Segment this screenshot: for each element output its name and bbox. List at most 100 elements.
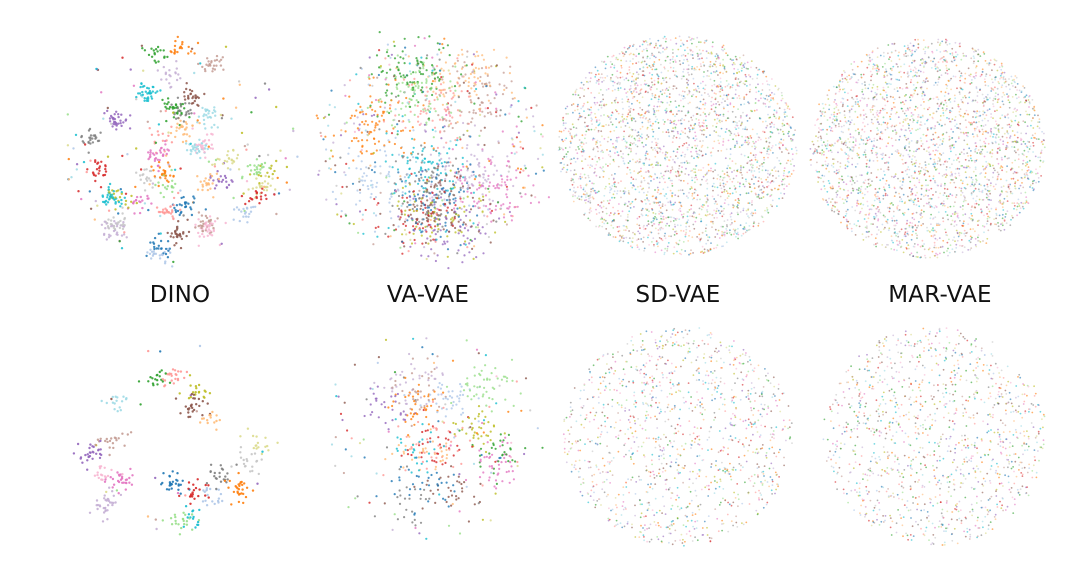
scatter-point [609, 78, 612, 81]
scatter-point [205, 114, 208, 117]
scatter-point [750, 190, 753, 193]
scatter-point [385, 132, 388, 135]
scatter-point [201, 140, 205, 143]
scatter-point [204, 177, 207, 180]
scatter-point [694, 131, 696, 134]
scatter-point [203, 68, 207, 71]
scatter-point [458, 109, 461, 112]
scatter-point [470, 87, 473, 90]
scatter-point [699, 129, 702, 131]
scatter-point [575, 134, 578, 137]
scatter-point [476, 158, 479, 161]
scatter-point [604, 67, 607, 70]
scatter-point [758, 184, 761, 187]
scatter-point [637, 77, 639, 79]
scatter-point [135, 147, 138, 150]
scatter-point [208, 215, 212, 218]
scatter-point [209, 187, 212, 190]
scatter-point [605, 207, 608, 210]
scatter-point [225, 186, 229, 189]
scatter-point [714, 236, 717, 238]
scatter-point [664, 247, 667, 250]
scatter-point [185, 82, 188, 85]
scatter-point [758, 68, 761, 71]
scatter-point [444, 172, 447, 175]
scatter-point [135, 195, 139, 199]
scatter-point [199, 220, 202, 223]
scatter-point [712, 182, 715, 185]
scatter-point [472, 170, 475, 173]
scatter-point [699, 41, 702, 44]
scatter-point [626, 100, 629, 103]
scatter-point [209, 173, 212, 176]
scatter-point [663, 67, 666, 70]
scatter-point [541, 135, 544, 138]
scatter-point [183, 107, 186, 110]
scatter-point [690, 124, 692, 127]
scatter-point [443, 125, 446, 128]
scatter-point [685, 228, 688, 231]
scatter-point [616, 77, 619, 79]
scatter-point [637, 73, 640, 76]
scatter-point [505, 56, 508, 59]
scatter-point [117, 212, 120, 215]
scatter-point [389, 104, 392, 107]
scatter-point [519, 140, 522, 143]
scatter-point [197, 143, 201, 146]
scatter-point [248, 212, 251, 216]
scatter-point [426, 108, 429, 111]
scatter-point [786, 115, 788, 117]
scatter-point [652, 108, 655, 110]
scatter-point [237, 168, 241, 171]
scatter-point [628, 109, 630, 111]
scatter-point [400, 213, 403, 216]
scatter-point [745, 75, 747, 78]
scatter-point [695, 176, 697, 179]
scatter-point [599, 218, 602, 221]
scatter-point [213, 187, 217, 190]
scatter-point [639, 92, 642, 95]
scatter-point [629, 207, 632, 209]
scatter-point [87, 151, 90, 154]
scatter-point [726, 98, 729, 100]
scatter-point [438, 152, 441, 155]
scatter-point [506, 196, 509, 199]
scatter-point [631, 200, 634, 203]
scatter-point [654, 189, 656, 191]
scatter-point [154, 48, 158, 51]
scatter-point [737, 213, 739, 216]
scatter-point [433, 217, 436, 220]
scatter-point [413, 138, 416, 141]
scatter-point [334, 164, 337, 167]
scatter-point [197, 218, 200, 221]
scatter-point [433, 186, 436, 189]
scatter-point [266, 153, 270, 157]
scatter-point [589, 164, 592, 167]
scatter-point [177, 191, 180, 195]
scatter-point [650, 221, 653, 224]
scatter-point [133, 212, 136, 215]
scatter-point [469, 99, 472, 102]
scatter-point [482, 176, 485, 179]
scatter-point [348, 95, 351, 98]
scatter-point [413, 195, 416, 198]
scatter-point [438, 208, 441, 212]
scatter-point [170, 85, 173, 89]
scatter-point [661, 205, 664, 208]
scatter-point [757, 99, 760, 102]
scatter-point [742, 183, 745, 186]
scatter-point [653, 245, 655, 247]
scatter-point [735, 58, 738, 61]
scatter-point [745, 213, 748, 215]
scatter-point [726, 54, 729, 57]
scatter-point [373, 113, 376, 117]
scatter-point [218, 243, 222, 247]
scatter-point [187, 202, 190, 205]
scatter-point [541, 153, 544, 156]
scatter-point [379, 65, 382, 68]
scatter-point [431, 69, 434, 72]
scatter-point [145, 179, 149, 182]
scatter-point [66, 113, 69, 116]
scatter-point [610, 80, 613, 82]
scatter-point [322, 138, 325, 141]
